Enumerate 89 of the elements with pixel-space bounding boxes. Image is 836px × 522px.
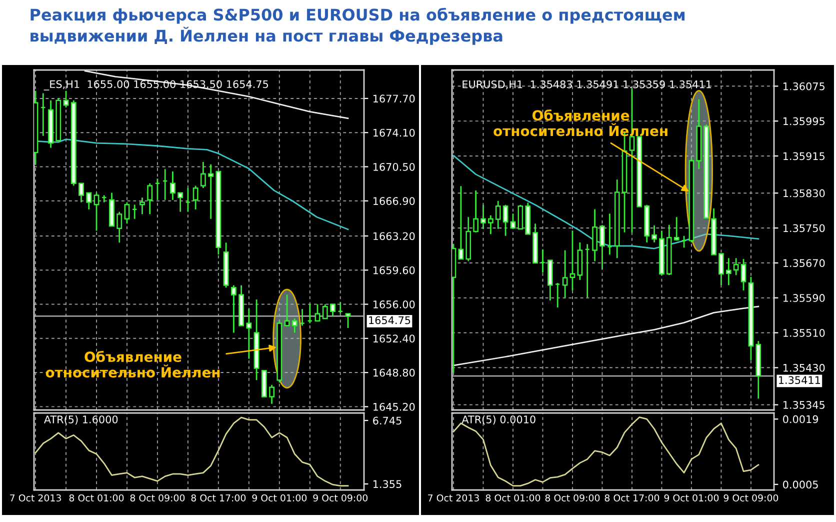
y-tick-label: 1.35670 (783, 259, 825, 268)
y-tick-label: 1.35590 (783, 294, 825, 302)
ref-line-label: 1654.75 (369, 316, 410, 324)
candlestick (330, 304, 336, 317)
candlestick (518, 204, 524, 230)
chart-title: Реакция фьючерса S&P500 и EUROUSD на объявление о предстоящем выдвижении Д. Йеллен на пост главы Федрезерва (30, 8, 685, 45)
y-tick-label: 1645.20 (373, 402, 415, 411)
x-tick-label: 8 Oct 01:00 (69, 494, 124, 502)
candlestick (170, 170, 176, 201)
x-tick-label: 9 Oct 01:00 (252, 494, 307, 502)
candlestick (78, 182, 84, 203)
y-tick-label: 6.745 (373, 416, 402, 425)
y-tick-label: 1.35995 (783, 117, 824, 126)
candlestick (600, 224, 605, 270)
candlestick (495, 200, 501, 230)
y-tick-label: 1677.70 (373, 94, 415, 103)
candlestick (488, 214, 494, 235)
line-series (34, 416, 349, 486)
candlestick (740, 258, 746, 292)
line-series (84, 70, 349, 120)
y-tick-label: 1.35510 (783, 328, 825, 337)
y-tick-label: 1670.50 (373, 162, 415, 171)
candlestick (178, 192, 184, 212)
candlestick (124, 202, 130, 224)
x-tick-label: 8 Oct 09:00 (545, 494, 600, 502)
candlestick (592, 208, 598, 262)
x-tick-label: 8 Oct 17:00 (191, 494, 246, 502)
candlestick (473, 190, 478, 234)
x-tick-label: 8 Oct 17:00 (604, 494, 660, 502)
candlestick (292, 318, 298, 334)
candlestick (570, 230, 576, 292)
candlestick (86, 192, 92, 210)
y-tick-label: 1666.90 (373, 197, 415, 205)
x-tick-label: 7 Oct 2013 (10, 494, 61, 502)
x-tick-label: 8 Oct 09:00 (130, 494, 185, 502)
candlestick (314, 304, 320, 322)
line-series (452, 416, 760, 486)
candlestick (510, 212, 516, 230)
candlestick (652, 224, 657, 244)
candlestick (208, 164, 214, 220)
y-tick-label: 1.35830 (783, 189, 825, 198)
x-tick-label: 8 Oct 01:00 (486, 494, 540, 502)
candlestick (480, 204, 486, 230)
x-tick-label: 9 Oct 01:00 (664, 494, 719, 502)
candlestick (269, 384, 275, 405)
candlestick (140, 196, 145, 215)
candlestick (116, 211, 122, 244)
y-tick-label: 1648.80 (373, 368, 415, 377)
annotation: Объявление относительно Йеллен (46, 350, 220, 378)
line-series (452, 306, 760, 366)
y-tick-label: 0.0005 (783, 480, 818, 489)
y-tick-label: 1659.60 (373, 266, 415, 274)
y-tick-label: 1652.40 (373, 334, 415, 342)
y-tick-label: 1.355 (373, 480, 402, 488)
y-tick-label: 1663.20 (373, 232, 415, 240)
annotation: _ES,H1 1655.00 1655.00 1653.50 1654.75 (44, 80, 268, 90)
y-tick-label: 1656.00 (373, 300, 415, 308)
candlestick (345, 313, 351, 329)
candlestick (562, 250, 568, 298)
annotation: ATR(5) 0.0010 (462, 415, 536, 425)
y-tick-label: 1674.10 (373, 128, 415, 137)
candlestick (63, 90, 69, 108)
y-tick-label: 1.35750 (783, 224, 825, 232)
candlestick (458, 185, 464, 260)
candlestick (502, 204, 508, 237)
candlestick (718, 253, 724, 286)
candlestick (322, 304, 328, 320)
candlestick (284, 294, 290, 326)
candlestick (726, 257, 732, 286)
x-tick-label: 9 Oct 09:00 (724, 494, 778, 502)
annotation: EURUSD,H1 1.35483 1.35491 1.35359 1.35411 (462, 80, 712, 90)
y-tick-label: 1.35915 (783, 152, 824, 160)
y-tick-label: 0.0019 (783, 415, 818, 424)
candlestick (192, 185, 198, 210)
candlestick (230, 284, 236, 334)
x-tick-label: 7 Oct 2013 (428, 494, 479, 502)
x-tick-label: 9 Oct 09:00 (313, 494, 368, 502)
annotation: ATR(5) 1.6000 (44, 415, 118, 425)
candlestick (147, 182, 153, 215)
candlestick (674, 216, 680, 242)
y-tick-label: 1.35345 (783, 400, 824, 409)
candlestick (94, 192, 100, 232)
y-tick-label: 1.36075 (783, 82, 824, 90)
y-tick-label: 1.35430 (783, 364, 825, 372)
candlestick (246, 308, 252, 360)
ref-line-label: 1.35411 (779, 376, 820, 384)
line-series (452, 154, 760, 250)
candlestick (733, 257, 739, 276)
candlestick (200, 161, 206, 189)
